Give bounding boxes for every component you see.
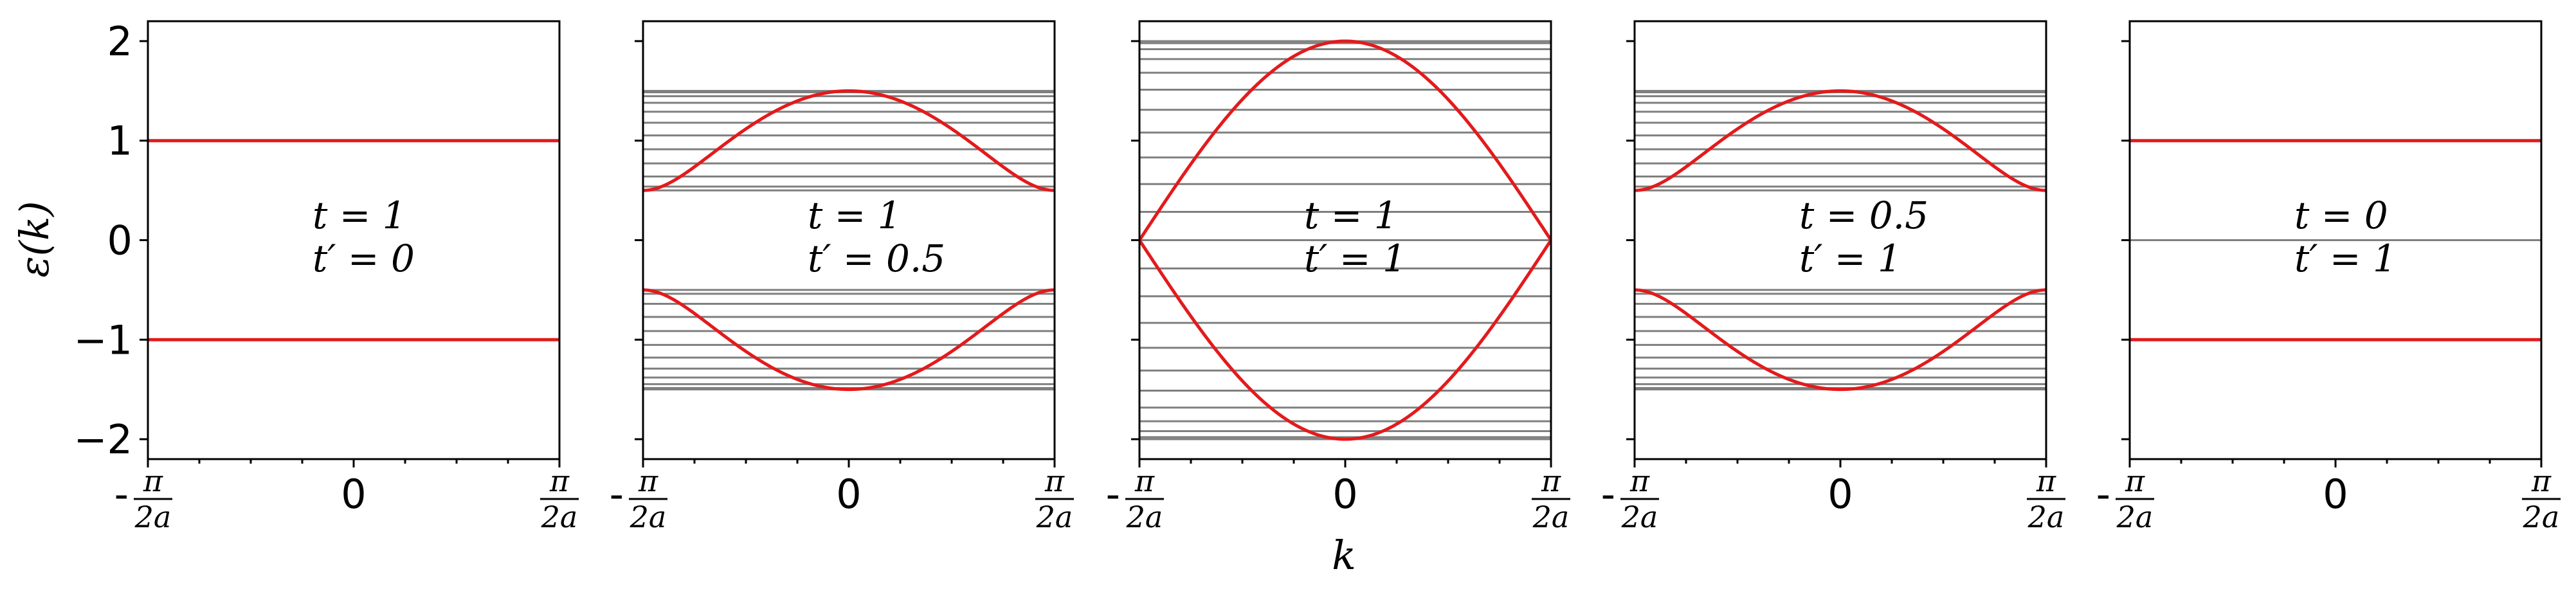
x-tick-label-right-denominator: 2a xyxy=(2523,500,2560,534)
parameter-t-label: t = 0.5 xyxy=(1799,194,1928,237)
y-tick-label: 2 xyxy=(107,18,132,65)
x-tick-label-left-denominator: 2a xyxy=(134,500,172,534)
panel-plot-area xyxy=(2130,139,2541,341)
x-tick-label-right-denominator: 2a xyxy=(2027,500,2065,534)
x-tick-label-left-numerator: π xyxy=(1629,464,1650,498)
x-tick-label-minus: - xyxy=(610,471,624,518)
parameter-t-label: t = 1 xyxy=(313,194,406,237)
upper-band-curve xyxy=(1139,39,1551,241)
parameter-tprime-label: t′ = 1 xyxy=(1304,237,1406,280)
panel-plot-area xyxy=(1635,89,2046,392)
parameter-tprime-label: t′ = 1 xyxy=(1799,237,1901,280)
y-tick-label: −1 xyxy=(74,316,132,363)
lower-band-curve xyxy=(643,288,1055,392)
x-axis-title: k xyxy=(1332,532,1356,579)
parameter-tprime-label: t′ = 0.5 xyxy=(808,237,945,280)
x-tick-label-left-numerator: π xyxy=(143,464,163,498)
x-tick-label-minus: - xyxy=(1601,471,1615,518)
x-tick-label-left-numerator: π xyxy=(2125,464,2145,498)
x-tick-label-right-denominator: 2a xyxy=(541,500,578,534)
parameter-t-label: t = 1 xyxy=(1304,194,1398,237)
x-tick-label-left-denominator: 2a xyxy=(1126,500,1163,534)
x-tick-label-zero: 0 xyxy=(1828,471,1853,518)
upper-band-curve xyxy=(1635,89,2046,192)
x-tick-label-minus: - xyxy=(2096,471,2110,518)
x-tick-label-right-denominator: 2a xyxy=(1036,500,1073,534)
x-tick-label-right-numerator: π xyxy=(2531,464,2552,498)
x-tick-label-zero: 0 xyxy=(341,471,366,518)
y-axis-title: ε(k) xyxy=(11,201,58,277)
x-tick-label-zero: 0 xyxy=(1332,471,1357,518)
x-tick-label-right-numerator: π xyxy=(549,464,570,498)
x-tick-label-left-numerator: π xyxy=(638,464,658,498)
x-tick-label-right-numerator: π xyxy=(2036,464,2056,498)
parameter-t-label: t = 0 xyxy=(2294,194,2388,237)
y-tick-label: 1 xyxy=(107,118,132,165)
y-tick-label: 0 xyxy=(107,217,132,264)
panel-plot-area xyxy=(148,139,559,341)
y-tick-label: −2 xyxy=(74,416,132,463)
lower-band-curve xyxy=(1139,239,1551,441)
parameter-tprime-label: t′ = 0 xyxy=(313,237,415,280)
x-tick-label-left-denominator: 2a xyxy=(630,500,667,534)
panel-plot-area xyxy=(643,89,1055,392)
x-tick-label-right-denominator: 2a xyxy=(1532,500,1570,534)
x-tick-label-right-numerator: π xyxy=(1044,464,1065,498)
x-tick-label-left-denominator: 2a xyxy=(1621,500,1658,534)
x-tick-label-minus: - xyxy=(114,471,129,518)
x-tick-label-left-numerator: π xyxy=(1134,464,1155,498)
x-tick-label-minus: - xyxy=(1106,471,1120,518)
x-tick-label-zero: 0 xyxy=(836,471,861,518)
lower-band-curve xyxy=(1635,288,2046,392)
x-tick-label-zero: 0 xyxy=(2323,471,2348,518)
x-tick-label-right-numerator: π xyxy=(1541,464,1561,498)
panel-plot-area xyxy=(1139,39,1551,441)
parameter-t-label: t = 1 xyxy=(808,194,902,237)
x-tick-label-left-denominator: 2a xyxy=(2116,500,2154,534)
parameter-tprime-label: t′ = 1 xyxy=(2294,237,2397,280)
upper-band-curve xyxy=(643,89,1055,192)
